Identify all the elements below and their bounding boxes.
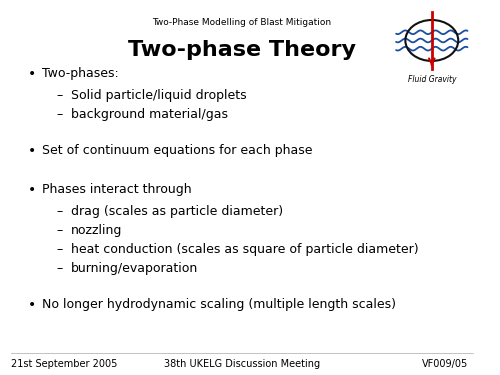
- Text: nozzling: nozzling: [71, 224, 122, 237]
- Text: –: –: [56, 205, 63, 218]
- Text: heat conduction (scales as square of particle diameter): heat conduction (scales as square of par…: [71, 243, 418, 256]
- Text: burning/evaporation: burning/evaporation: [71, 262, 198, 275]
- Text: Fluid Gravity: Fluid Gravity: [408, 75, 456, 84]
- Text: Set of continuum equations for each phase: Set of continuum equations for each phas…: [42, 144, 313, 157]
- Text: –: –: [56, 224, 63, 237]
- Text: Phases interact through: Phases interact through: [42, 183, 192, 196]
- Text: –: –: [56, 89, 63, 102]
- Text: Two-phase Theory: Two-phase Theory: [128, 40, 356, 60]
- Text: 21st September 2005: 21st September 2005: [11, 360, 118, 369]
- Text: No longer hydrodynamic scaling (multiple length scales): No longer hydrodynamic scaling (multiple…: [42, 298, 397, 310]
- Text: –: –: [56, 262, 63, 275]
- Text: VF009/05: VF009/05: [422, 360, 468, 369]
- Text: –: –: [56, 243, 63, 256]
- Text: –: –: [56, 108, 63, 121]
- Text: Solid particle/liquid droplets: Solid particle/liquid droplets: [71, 89, 246, 102]
- Text: •: •: [28, 298, 36, 312]
- Text: •: •: [28, 66, 36, 81]
- Text: •: •: [28, 183, 36, 196]
- Text: Two-Phase Modelling of Blast Mitigation: Two-Phase Modelling of Blast Mitigation: [152, 18, 332, 27]
- Text: background material/gas: background material/gas: [71, 108, 228, 121]
- Text: 38th UKELG Discussion Meeting: 38th UKELG Discussion Meeting: [164, 360, 320, 369]
- Text: Two-phases:: Two-phases:: [42, 66, 119, 80]
- Text: •: •: [28, 144, 36, 158]
- Text: drag (scales as particle diameter): drag (scales as particle diameter): [71, 205, 283, 218]
